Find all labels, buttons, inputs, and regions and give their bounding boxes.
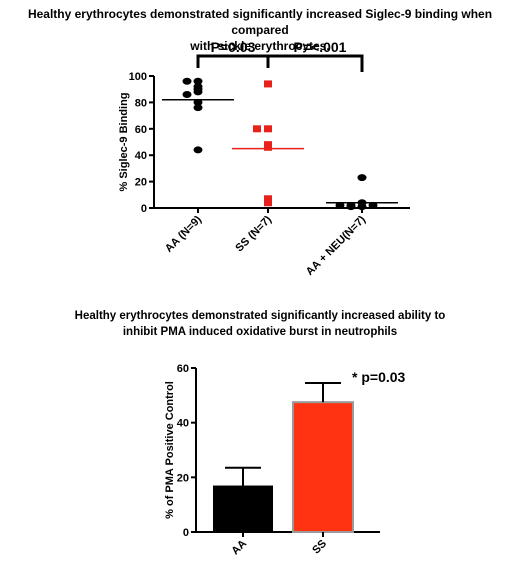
- chart1-title-line1: Healthy erythrocytes demonstrated signif…: [27, 7, 493, 37]
- chart1-data-point: [182, 77, 192, 85]
- chart1-data-point: [264, 199, 272, 207]
- chart2-title-line1: Healthy erythrocytes demonstrated signif…: [74, 310, 446, 322]
- chart1-data-point: [357, 174, 367, 182]
- chart2-title: Healthy erythrocytes demonstrated signif…: [0, 308, 520, 340]
- chart2-category-label: SS: [310, 538, 329, 557]
- chart1-data-point: [253, 125, 261, 133]
- chart1-ytick-label: 20: [135, 177, 147, 189]
- chart2-bar-aa: [213, 485, 273, 532]
- chart1-title: Healthy erythrocytes demonstrated signif…: [0, 6, 520, 54]
- chart2-pvalue: * p=0.03: [352, 369, 406, 385]
- chart1-pvalue-2: P=<.001: [294, 39, 347, 55]
- chart1-ylabel: % Siglec-9 Binding: [118, 92, 130, 191]
- chart2-category-label: AA: [229, 538, 249, 558]
- chart1-data-point: [264, 125, 272, 133]
- chart1-title-line2: with sickle erythrocytes.: [190, 39, 330, 53]
- chart2-bar-ss: [292, 401, 354, 533]
- chart2-ytick-label: 20: [177, 472, 189, 484]
- chart1-ytick-label: 40: [135, 150, 147, 162]
- chart1-data-point: [264, 143, 272, 151]
- chart1-ytick-label: 100: [129, 71, 147, 83]
- chart2-title-line2: inhibit PMA induced oxidative burst in n…: [122, 326, 398, 338]
- chart1-ytick-label: 0: [141, 203, 147, 215]
- chart1-data-point: [357, 203, 367, 211]
- chart1-data-point: [193, 104, 203, 112]
- chart2-ylabel: % of PMA Positive Control: [164, 381, 176, 519]
- chart1-data-point: [368, 201, 378, 209]
- chart1-data-point: [182, 90, 192, 98]
- chart1-data-point: [335, 201, 345, 209]
- chart1-bracket-1: [196, 54, 270, 68]
- chart1-data-point: [346, 203, 356, 211]
- chart1-data-point: [193, 98, 203, 106]
- chart1-pvalue-1: P=0.03: [211, 39, 256, 55]
- chart2-ytick-label: 40: [177, 418, 189, 430]
- chart1-data-point: [264, 195, 272, 203]
- chart1-ytick-label: 80: [135, 97, 147, 109]
- chart1-ytick-label: 60: [135, 124, 147, 136]
- chart1-data-point: [193, 77, 203, 85]
- chart2-ytick-label: 0: [183, 527, 189, 539]
- chart1-data-point: [193, 146, 203, 154]
- chart2-ytick-label: 60: [177, 363, 189, 375]
- chart1-data-point: [264, 80, 272, 88]
- chart1-bracket-2: [268, 54, 364, 72]
- chart1-data-point: [193, 88, 203, 96]
